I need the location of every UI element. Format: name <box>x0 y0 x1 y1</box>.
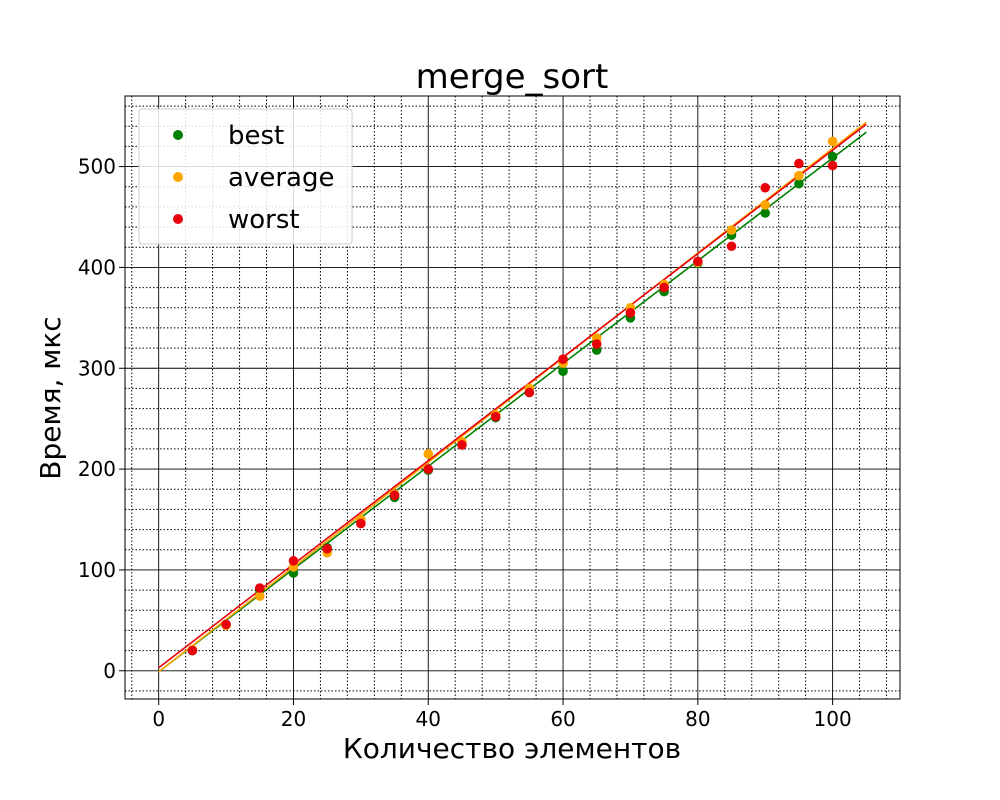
y-tick-label: 0 <box>103 659 116 683</box>
data-point-worst <box>794 158 804 169</box>
data-point-worst <box>726 241 737 252</box>
legend-marker-average <box>173 172 183 182</box>
data-point-worst <box>187 645 198 656</box>
data-point-worst <box>591 339 602 349</box>
data-point-average <box>726 225 737 235</box>
data-point-average <box>794 170 804 181</box>
x-axis-ticks: 0 20 40 60 80 100 <box>152 699 852 731</box>
legend-marker-best <box>173 130 183 140</box>
data-point-average <box>423 449 434 459</box>
data-point-average <box>254 591 265 601</box>
y-axis-label: Время, мкс <box>34 316 67 479</box>
data-point-worst <box>254 583 265 593</box>
data-point-worst <box>524 387 535 398</box>
data-point-best <box>827 151 838 162</box>
data-point-best <box>760 208 771 218</box>
x-tick-label: 20 <box>281 707 306 731</box>
legend: best average worst <box>138 108 353 245</box>
y-tick-label: 400 <box>78 255 116 279</box>
y-tick-label: 200 <box>78 457 116 481</box>
x-tick-label: 60 <box>550 707 575 731</box>
data-point-worst <box>827 160 838 171</box>
chart-title: merge_sort <box>416 57 609 97</box>
plot-frame <box>124 95 901 700</box>
data-point-worst <box>221 619 231 630</box>
data-point-best <box>558 366 568 377</box>
data-point-worst <box>558 354 568 364</box>
data-point-worst <box>423 464 434 474</box>
legend-label-best: best <box>228 121 284 151</box>
data-point-average <box>827 136 838 147</box>
legend-marker-worst <box>173 214 183 224</box>
data-point-worst <box>625 307 636 318</box>
fit-line-worst <box>158 123 867 669</box>
data-point-worst <box>659 282 669 293</box>
x-tick-label: 0 <box>152 707 165 731</box>
data-point-worst <box>760 182 771 193</box>
minor-grid <box>125 96 900 699</box>
legend-box <box>138 108 353 245</box>
x-axis-label: Количество элементов <box>343 732 681 765</box>
data-points <box>187 136 838 656</box>
data-point-worst <box>322 543 332 554</box>
x-tick-label: 40 <box>416 707 441 731</box>
x-tick-label: 100 <box>814 707 852 731</box>
data-point-worst <box>693 256 703 267</box>
data-point-worst <box>457 440 467 450</box>
data-point-worst <box>389 490 400 501</box>
fit-lines <box>158 121 867 673</box>
legend-label-average: average <box>228 163 334 193</box>
y-tick-label: 100 <box>78 558 116 582</box>
legend-label-worst: worst <box>228 205 300 235</box>
data-point-worst <box>288 556 299 566</box>
data-point-best <box>794 178 804 189</box>
y-tick-label: 300 <box>78 356 116 380</box>
x-tick-label: 80 <box>685 707 710 731</box>
y-tick-label: 500 <box>78 155 116 179</box>
fit-line-best <box>158 131 867 673</box>
data-point-average <box>760 200 771 210</box>
y-axis-ticks: 0 100 200 300 400 500 <box>78 155 125 683</box>
data-point-worst <box>490 411 501 422</box>
data-point-worst <box>356 518 366 529</box>
